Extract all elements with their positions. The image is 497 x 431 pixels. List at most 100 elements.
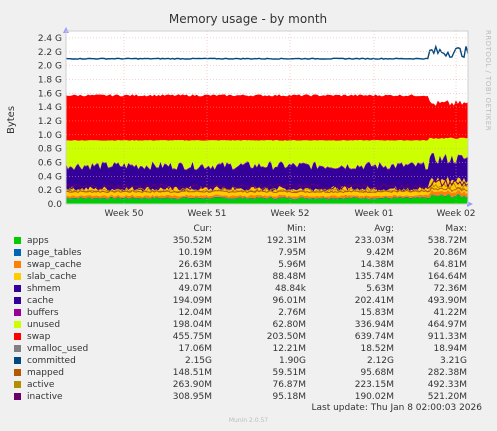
legend-avg: 233.03M xyxy=(354,236,394,246)
legend-swatch xyxy=(14,273,21,280)
legend-max: 164.64M xyxy=(427,272,467,282)
y-tick-label: 2.2 G xyxy=(38,48,62,58)
legend-cur: 194.09M xyxy=(172,296,212,306)
y-tick-label: 0.0 xyxy=(48,200,63,210)
legend-series-name: unused xyxy=(27,320,61,330)
legend-row-active: active 263.90M 76.87M 223.15M 492.33M xyxy=(12,379,490,391)
legend-row-shmem: shmem 49.07M 48.84k 5.63M 72.36M xyxy=(12,283,490,295)
legend-max: 521.20M xyxy=(427,392,467,402)
legend-swatch xyxy=(14,381,21,388)
legend-avg: 336.94M xyxy=(354,320,394,330)
legend-max: 464.97M xyxy=(427,320,467,330)
legend-cur: 10.19M xyxy=(178,248,212,258)
inactive-line xyxy=(65,178,469,191)
legend-row-vmalloc-used: vmalloc_used 17.06M 12.21M 18.52M 18.94M xyxy=(12,343,490,355)
legend-min: 7.95M xyxy=(278,248,306,258)
y-tick-label: 1.8 G xyxy=(38,75,62,85)
legend-swatch xyxy=(14,309,21,316)
committed-line xyxy=(65,44,469,60)
legend-cur: 121.17M xyxy=(172,272,212,282)
y-tick-label: 2.0 G xyxy=(38,62,62,72)
legend-max: 18.94M xyxy=(433,344,467,354)
legend-row-buffers: buffers 12.04M 2.76M 15.83M 41.22M xyxy=(12,307,490,319)
legend-series-name: committed xyxy=(27,356,76,366)
y-tick-label: 0.8 G xyxy=(38,145,62,155)
munin-version: Munin 2.0.57 xyxy=(228,417,269,424)
legend-series-name: shmem xyxy=(27,284,61,294)
x-tick-label: Week 01 xyxy=(355,209,394,219)
legend-avg: 639.74M xyxy=(354,332,394,342)
legend-swatch xyxy=(14,357,21,364)
legend-cur: 350.52M xyxy=(172,236,212,246)
legend-swatch xyxy=(14,345,21,352)
legend-cur: 263.90M xyxy=(172,380,212,390)
legend-avg: 15.83M xyxy=(360,308,394,318)
legend-swatch xyxy=(14,285,21,292)
legend-max: 493.90M xyxy=(427,296,467,306)
legend-avg: 202.41M xyxy=(354,296,394,306)
y-tick-label: 0.4 G xyxy=(38,172,62,182)
legend-swatch xyxy=(14,369,21,376)
legend-series-name: active xyxy=(27,380,55,390)
legend-series-name: mapped xyxy=(27,368,64,378)
y-tick-label: 1.2 G xyxy=(38,117,62,127)
legend-row-swap: swap 455.75M 203.50M 639.74M 911.33M xyxy=(12,331,490,343)
legend-min: 2.76M xyxy=(278,308,306,318)
legend-series-name: buffers xyxy=(27,308,59,318)
legend-min: 48.84k xyxy=(275,284,306,294)
unused-area xyxy=(66,137,468,170)
legend-max: 72.36M xyxy=(433,284,467,294)
legend-swatch xyxy=(14,321,21,328)
legend-cur: 148.51M xyxy=(172,368,212,378)
legend-swatch xyxy=(14,237,21,244)
legend-min: 96.01M xyxy=(272,296,306,306)
legend-series-name: slab_cache xyxy=(27,272,77,282)
legend-row-inactive: inactive 308.95M 95.18M 190.02M 521.20M xyxy=(12,391,490,403)
legend-cur: 12.04M xyxy=(178,308,212,318)
legend-series-name: cache xyxy=(27,296,54,306)
legend-series-name: swap_cache xyxy=(27,260,82,270)
y-tick-label: 1.0 G xyxy=(38,131,62,141)
legend-swatch xyxy=(14,249,21,256)
legend-swatch xyxy=(14,261,21,268)
x-tick-label: Week 50 xyxy=(105,209,144,219)
legend-series-name: vmalloc_used xyxy=(27,344,89,354)
legend-row-unused: unused 198.04M 62.80M 336.94M 464.97M xyxy=(12,319,490,331)
cache-area xyxy=(66,153,468,192)
y-tick-label: 0.2 G xyxy=(38,186,62,196)
legend-series-name: page_tables xyxy=(27,248,82,258)
legend-min: 5.96M xyxy=(278,260,306,270)
y-tick-label: 2.4 G xyxy=(38,34,62,44)
legend-cur: 198.04M xyxy=(172,320,212,330)
chart-title: Memory usage - by month xyxy=(169,12,327,26)
y-tick-label: 1.4 G xyxy=(38,103,62,113)
legend-row-committed: committed 2.15G 1.90G 2.12G 3.21G xyxy=(12,355,490,367)
legend-max: 3.21G xyxy=(439,356,467,366)
rrdtool-credit: RRDTOOL / TOBI OETIKER xyxy=(484,30,492,131)
legend-max: 64.81M xyxy=(433,260,467,270)
legend-max: 20.86M xyxy=(433,248,467,258)
legend-swatch xyxy=(14,393,21,400)
last-update: Last update: Thu Jan 8 02:00:03 2026 xyxy=(311,403,483,413)
legend-row-swap-cache: swap_cache 26.63M 5.96M 14.38M 64.81M xyxy=(12,259,490,271)
plot-frame xyxy=(65,30,469,205)
legend-swatch xyxy=(14,333,21,340)
legend-series-name: inactive xyxy=(27,392,63,402)
y-tick-label: 0.6 G xyxy=(38,158,62,168)
swap-cache-area xyxy=(66,189,468,199)
legend-cur: 308.95M xyxy=(172,392,212,402)
legend-header-cur: Cur: xyxy=(193,224,212,234)
legend-header-min: Min: xyxy=(286,224,306,234)
legend-max: 911.33M xyxy=(427,332,467,342)
legend: Cur: Min: Avg: Max: apps 350.52M 192.31M 23… xyxy=(12,223,490,403)
legend-min: 76.87M xyxy=(272,380,306,390)
legend-cur: 2.15G xyxy=(184,356,212,366)
legend-min: 192.31M xyxy=(266,236,306,246)
legend-avg: 223.15M xyxy=(354,380,394,390)
swap-area xyxy=(66,94,468,141)
legend-max: 492.33M xyxy=(427,380,467,390)
legend-row-cache: cache 194.09M 96.01M 202.41M 493.90M xyxy=(12,295,490,307)
legend-avg: 95.68M xyxy=(360,368,394,378)
y-axis-label: Bytes xyxy=(6,106,17,134)
